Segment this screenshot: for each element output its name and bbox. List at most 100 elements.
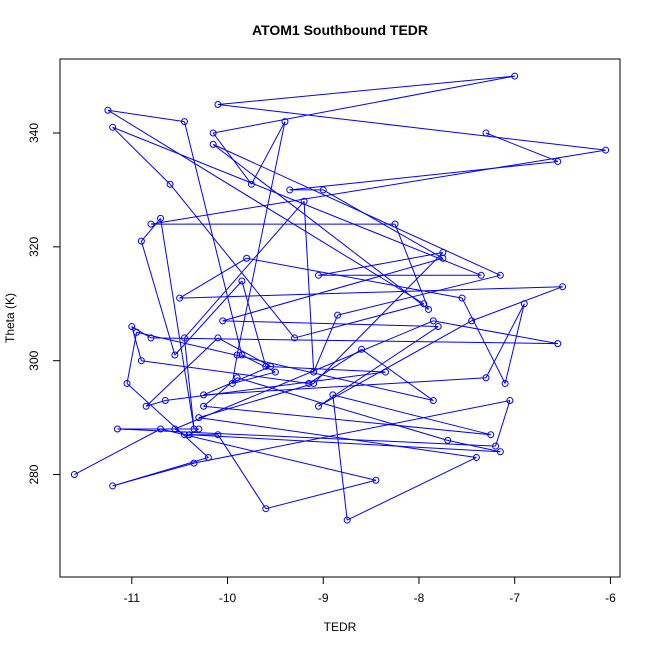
series-line-segment bbox=[198, 417, 477, 458]
chart-title: ATOM1 Southbound TEDR bbox=[252, 22, 428, 38]
series-line-segment bbox=[189, 434, 501, 453]
data-point bbox=[238, 351, 246, 359]
series-line-segment bbox=[193, 400, 511, 464]
y-tick-label: 300 bbox=[27, 350, 41, 370]
series-lines bbox=[74, 75, 606, 521]
data-point bbox=[147, 334, 155, 342]
data-point bbox=[559, 283, 567, 291]
series-line-segment bbox=[337, 274, 501, 316]
data-point bbox=[310, 379, 318, 387]
data-point bbox=[233, 351, 241, 359]
data-point bbox=[157, 214, 165, 222]
data-point bbox=[180, 431, 188, 439]
data-point bbox=[209, 129, 217, 137]
series-line-segment bbox=[112, 462, 195, 487]
series-line-segment bbox=[332, 394, 491, 436]
data-point bbox=[147, 220, 155, 228]
y-tick-label: 320 bbox=[27, 237, 41, 257]
series-line-segment bbox=[179, 286, 563, 299]
series-line-segment bbox=[346, 457, 477, 521]
series-line-segment bbox=[318, 326, 439, 407]
series-line-segment bbox=[246, 257, 463, 299]
data-point bbox=[554, 157, 562, 165]
data-point bbox=[219, 317, 227, 325]
series-line-segment bbox=[165, 371, 386, 402]
data-point bbox=[501, 379, 509, 387]
series-line-segment bbox=[222, 320, 439, 328]
series-line-segment bbox=[471, 286, 563, 322]
series-line-segment bbox=[183, 337, 195, 430]
data-point bbox=[300, 197, 308, 205]
data-point bbox=[487, 431, 495, 439]
x-tick-label: -11 bbox=[124, 591, 141, 605]
series-line-segment bbox=[236, 121, 286, 356]
data-point bbox=[444, 436, 452, 444]
series-line-segment bbox=[241, 280, 267, 367]
data-point bbox=[267, 362, 275, 370]
data-point bbox=[429, 397, 437, 405]
series-line-segment bbox=[303, 201, 315, 373]
series-line-segment bbox=[433, 320, 558, 345]
x-axis-label: TEDR bbox=[324, 620, 357, 634]
x-tick-label: -9 bbox=[318, 591, 329, 605]
data-point bbox=[520, 300, 528, 308]
data-point bbox=[166, 180, 174, 188]
series-line-segment bbox=[332, 394, 348, 521]
data-point bbox=[180, 118, 188, 126]
series-line-segment bbox=[212, 143, 501, 276]
series-line-segment bbox=[145, 337, 219, 407]
data-point bbox=[439, 254, 447, 262]
series-line-segment bbox=[160, 218, 195, 430]
data-point bbox=[468, 317, 476, 325]
data-point bbox=[209, 140, 217, 148]
series-line-segment bbox=[107, 109, 185, 123]
data-point bbox=[602, 146, 610, 154]
data-point bbox=[286, 186, 294, 194]
data-point bbox=[70, 471, 78, 479]
data-point bbox=[176, 294, 184, 302]
x-tick-label: -8 bbox=[414, 591, 425, 605]
data-point bbox=[482, 374, 490, 382]
series-line-segment bbox=[504, 303, 525, 384]
series-line-segment bbox=[174, 320, 434, 430]
y-tick-label: 340 bbox=[27, 123, 41, 143]
data-point bbox=[314, 402, 322, 410]
data-point bbox=[137, 357, 145, 365]
data-point bbox=[200, 402, 208, 410]
data-point bbox=[271, 368, 279, 376]
data-point bbox=[171, 351, 179, 359]
data-point bbox=[314, 271, 322, 279]
data-point bbox=[310, 368, 318, 376]
series-line-segment bbox=[136, 331, 434, 402]
data-point bbox=[243, 254, 251, 262]
series-line-segment bbox=[184, 200, 305, 339]
series-line-segment bbox=[112, 126, 482, 276]
data-point bbox=[200, 391, 208, 399]
series-line-segment bbox=[140, 241, 176, 356]
series-line-segment bbox=[294, 303, 424, 339]
data-point bbox=[496, 448, 504, 456]
data-point bbox=[482, 129, 490, 137]
series-line-segment bbox=[217, 337, 271, 367]
series-line-segment bbox=[447, 439, 501, 453]
data-point bbox=[109, 123, 117, 131]
data-point bbox=[171, 425, 179, 433]
series-line-segment bbox=[222, 257, 444, 322]
data-point bbox=[372, 476, 380, 484]
data-point bbox=[506, 397, 514, 405]
data-point bbox=[204, 453, 212, 461]
series-line-segment bbox=[461, 297, 506, 384]
data-point bbox=[190, 425, 198, 433]
series-line-segment bbox=[169, 183, 295, 339]
series-line-segment bbox=[183, 121, 243, 356]
series-line-segment bbox=[251, 121, 286, 185]
data-point bbox=[511, 72, 519, 80]
series-line-segment bbox=[232, 371, 276, 384]
series-line-segment bbox=[126, 332, 138, 384]
data-point bbox=[291, 334, 299, 342]
y-tick-label: 280 bbox=[27, 464, 41, 484]
data-point bbox=[180, 334, 188, 342]
x-axis: -11 -10 -9 -8 -7 -6 bbox=[124, 577, 616, 605]
series-line-segment bbox=[361, 348, 434, 401]
series-line-segment bbox=[217, 75, 515, 106]
